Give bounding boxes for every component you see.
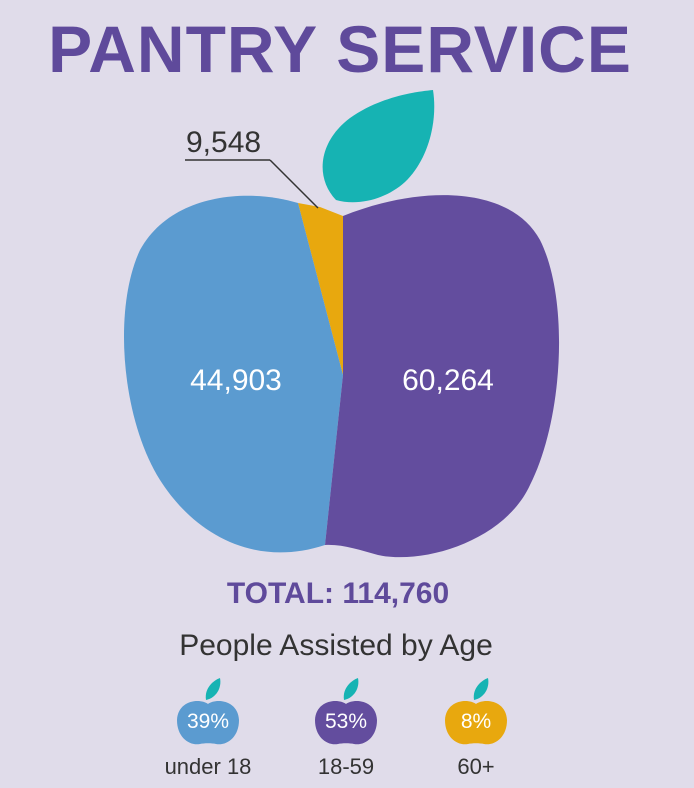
- segment-under-18: [123, 195, 343, 553]
- legend-label-18-59: 18-59: [318, 754, 374, 779]
- value-label-60-plus: 9,548: [186, 126, 261, 159]
- apple-leaf: [322, 90, 435, 203]
- callout-leader-line: [269, 159, 319, 209]
- chart-title: PANTRY SERVICE: [48, 12, 632, 86]
- legend-label-60-plus: 60+: [457, 754, 494, 779]
- mini-apple-icon: [445, 701, 507, 745]
- legend-label-under-18: under 18: [165, 754, 252, 779]
- mini-apple-leaf-icon: [473, 678, 489, 700]
- legend-item-60-plus: 8% 60+: [445, 678, 507, 779]
- mini-apple-icon: [315, 701, 377, 745]
- chart-subtitle: People Assisted by Age: [179, 629, 493, 662]
- legend: 39% under 18 53% 18-59 8% 60+: [165, 678, 507, 779]
- mini-apple-leaf-icon: [343, 678, 359, 700]
- legend-percent-under-18: 39%: [187, 710, 229, 733]
- mini-apple-leaf-icon: [205, 678, 221, 700]
- segment-18-59: [325, 195, 560, 558]
- total-label: TOTAL: 114,760: [227, 577, 449, 610]
- legend-percent-18-59: 53%: [325, 710, 367, 733]
- value-label-under-18: 44,903: [190, 364, 282, 397]
- mini-apple-icon: [177, 701, 239, 745]
- legend-item-under-18: 39% under 18: [165, 678, 252, 779]
- value-label-18-59: 60,264: [402, 364, 494, 397]
- legend-item-18-59: 53% 18-59: [315, 678, 377, 779]
- legend-percent-60-plus: 8%: [461, 710, 491, 733]
